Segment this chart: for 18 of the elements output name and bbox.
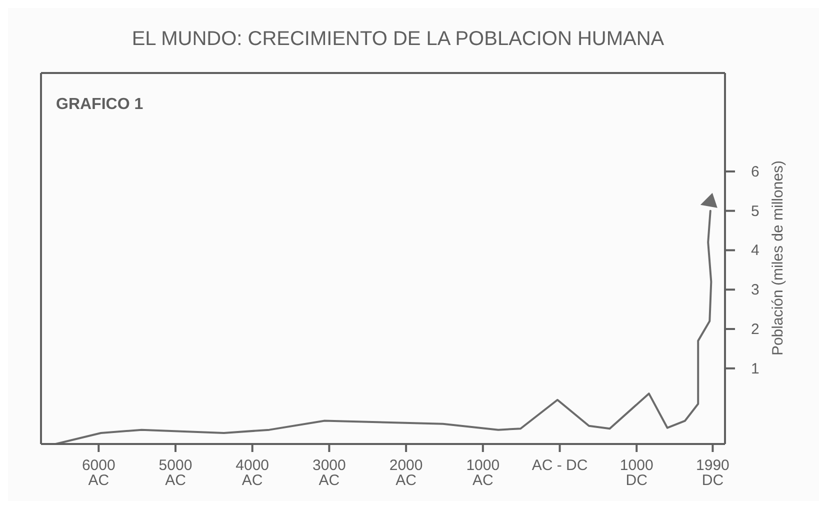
- annotation: GRAFICO 1: [56, 96, 144, 114]
- x-tick-label: 5000 AC: [158, 457, 192, 489]
- x-tick-label: 6000 AC: [82, 457, 116, 489]
- y-tick-label: 6: [751, 163, 760, 180]
- x-tick-label: 2000 AC: [389, 457, 423, 489]
- x-tick-label: AC - DC: [532, 457, 588, 474]
- chart-title: EL MUNDO: CRECIMIENTO DE LA POBLACION HUMANA: [130, 28, 666, 51]
- y-tick-label: 1: [751, 360, 760, 378]
- x-tick-label: 4000 AC: [236, 457, 270, 489]
- x-tick-label: 3000 AC: [312, 457, 346, 489]
- y-tick-label: 4: [751, 242, 760, 260]
- y-tick-label: 5: [751, 202, 760, 220]
- x-tick-label: 1990 DC: [696, 457, 730, 489]
- x-tick-label: 1000 DC: [620, 457, 654, 489]
- y-tick-label: 2: [751, 321, 760, 338]
- y-axis-title: Población (miles de millones): [770, 160, 786, 356]
- x-tick-label: 1000 AC: [466, 457, 500, 489]
- y-tick-label: 3: [751, 282, 760, 299]
